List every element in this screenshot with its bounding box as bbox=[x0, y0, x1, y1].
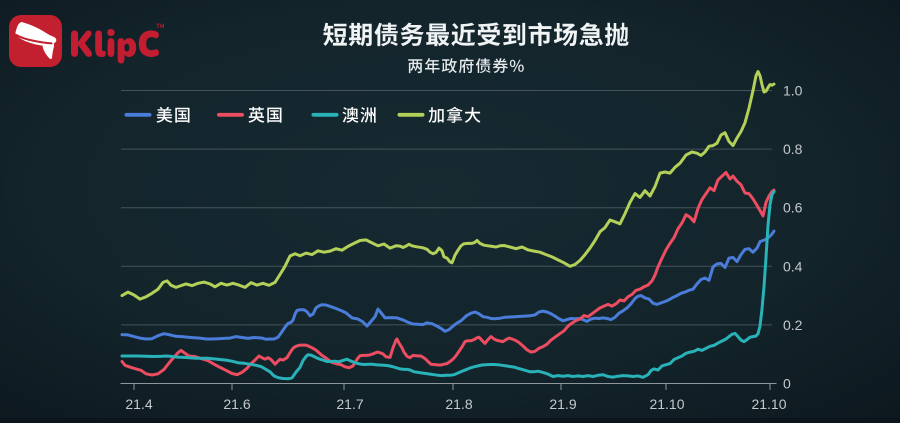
svg-text:0.6: 0.6 bbox=[783, 200, 803, 216]
svg-text:21.6: 21.6 bbox=[223, 396, 250, 412]
svg-text:21.8: 21.8 bbox=[445, 396, 472, 412]
svg-text:0: 0 bbox=[783, 376, 791, 392]
svg-text:21.9: 21.9 bbox=[549, 396, 576, 412]
svg-text:21.7: 21.7 bbox=[336, 396, 363, 412]
svg-text:0.2: 0.2 bbox=[783, 317, 803, 333]
svg-text:21.10: 21.10 bbox=[649, 396, 684, 412]
svg-text:21.4: 21.4 bbox=[125, 396, 152, 412]
svg-text:1.0: 1.0 bbox=[783, 83, 803, 99]
svg-text:0.8: 0.8 bbox=[783, 141, 803, 157]
svg-text:21.10: 21.10 bbox=[751, 396, 786, 412]
svg-text:0.4: 0.4 bbox=[783, 258, 803, 274]
